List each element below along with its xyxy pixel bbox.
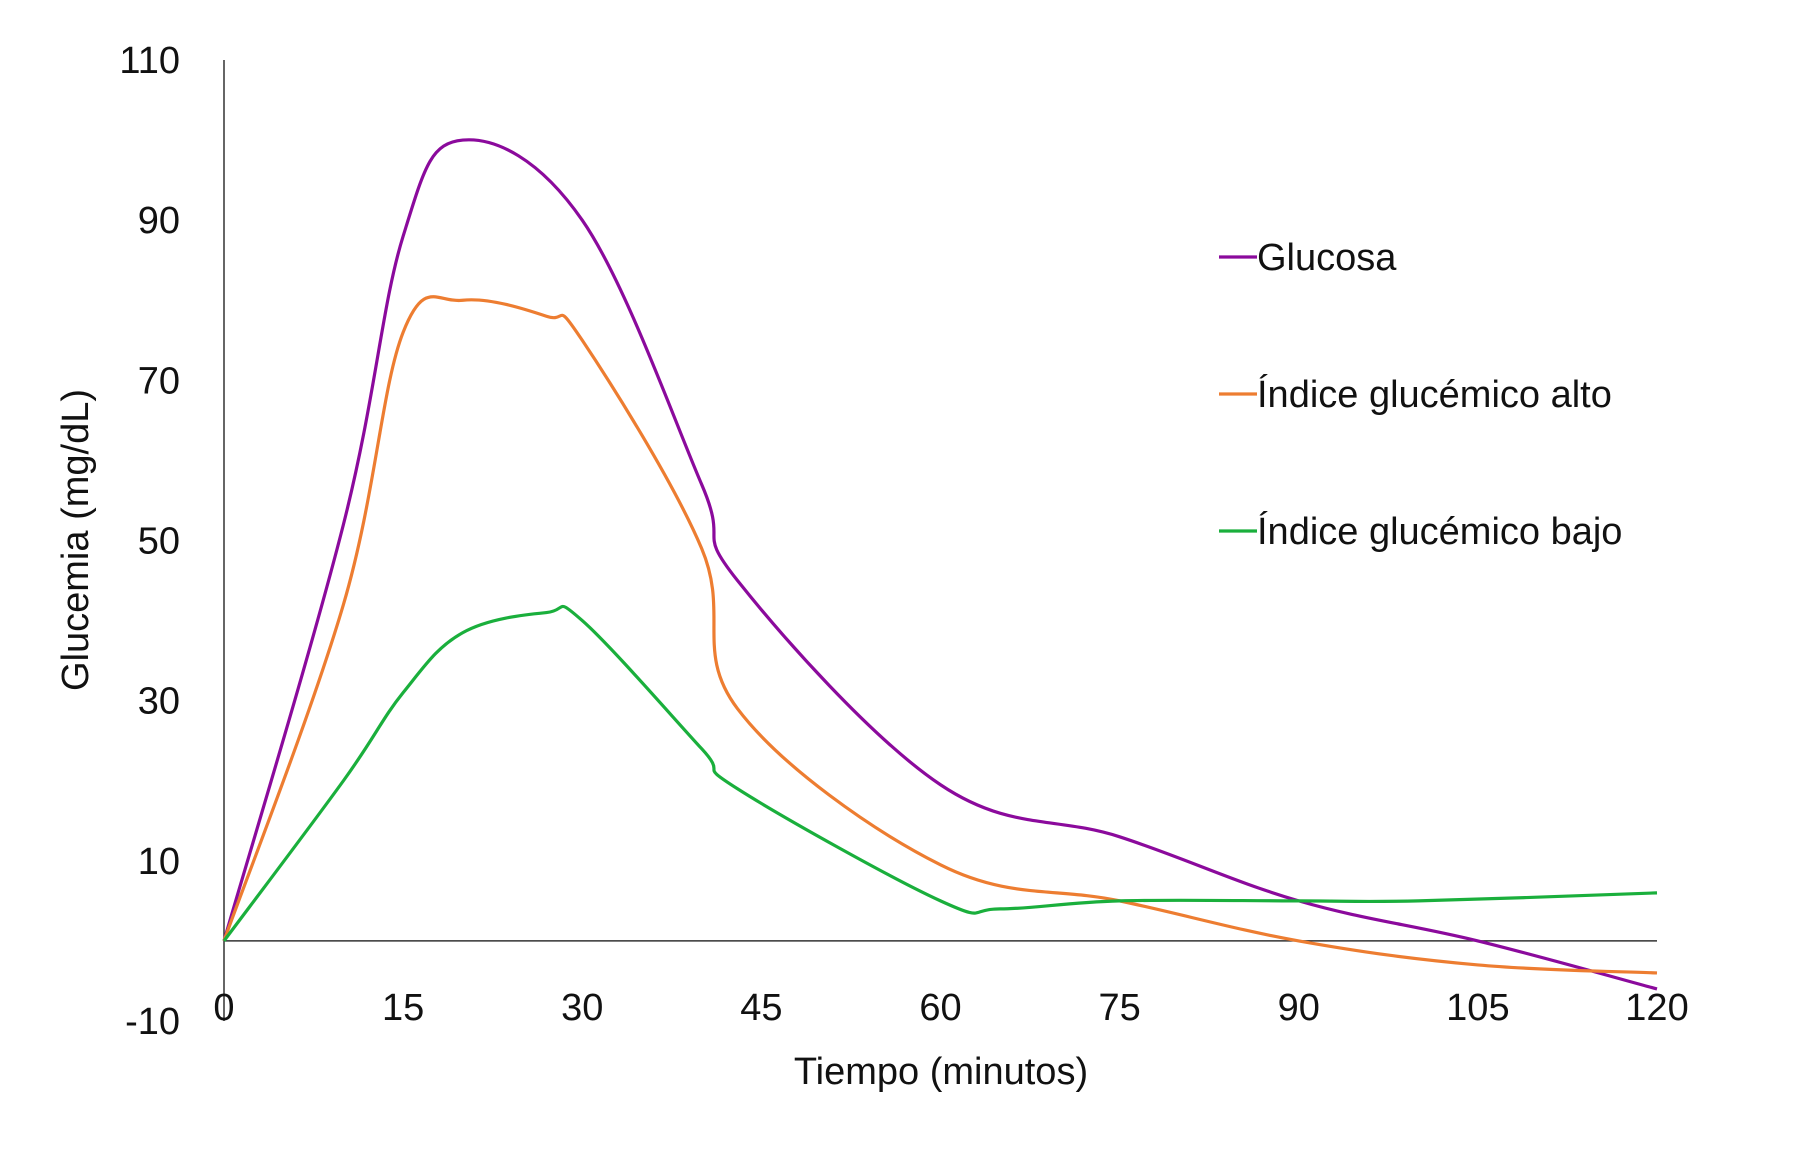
- legend-label: Índice glucémico bajo: [1257, 510, 1622, 553]
- x-tick-label: 45: [740, 987, 782, 1029]
- x-tick-label: 120: [1625, 987, 1688, 1029]
- y-tick-label: 90: [138, 200, 180, 242]
- y-tick-label: -10: [125, 1001, 180, 1043]
- y-axis-title: Glucemia (mg/dL): [55, 389, 97, 691]
- y-tick-label: 10: [138, 841, 180, 883]
- series-line-0: [222, 138, 1658, 991]
- axes: 110 90 70 50 30 10 -10 0 15 30 45 60 75 90 105 120: [119, 40, 1688, 1043]
- series-line-1: [222, 295, 1658, 975]
- series-lines: [222, 138, 1658, 991]
- x-tick-label: 60: [919, 987, 961, 1029]
- y-tick-label: 30: [138, 681, 180, 723]
- x-tick-label: 75: [1098, 987, 1140, 1029]
- x-tick-label: 105: [1446, 987, 1509, 1029]
- legend-label: Glucosa: [1257, 237, 1397, 279]
- legend-label: Índice glucémico alto: [1257, 373, 1612, 416]
- x-axis-title: Tiempo (minutos): [794, 1051, 1088, 1093]
- x-tick-label: 15: [382, 987, 424, 1029]
- x-tick-label: 0: [213, 987, 234, 1029]
- y-tick-label: 110: [119, 40, 180, 82]
- legend: Glucosa Índice glucémico alto Índice glucé…: [1219, 237, 1622, 553]
- series-line-2: [222, 604, 1658, 942]
- y-tick-label: 70: [138, 360, 180, 402]
- x-tick-label: 30: [561, 987, 603, 1029]
- y-tick-label: 50: [138, 521, 180, 563]
- x-tick-label: 90: [1278, 987, 1320, 1029]
